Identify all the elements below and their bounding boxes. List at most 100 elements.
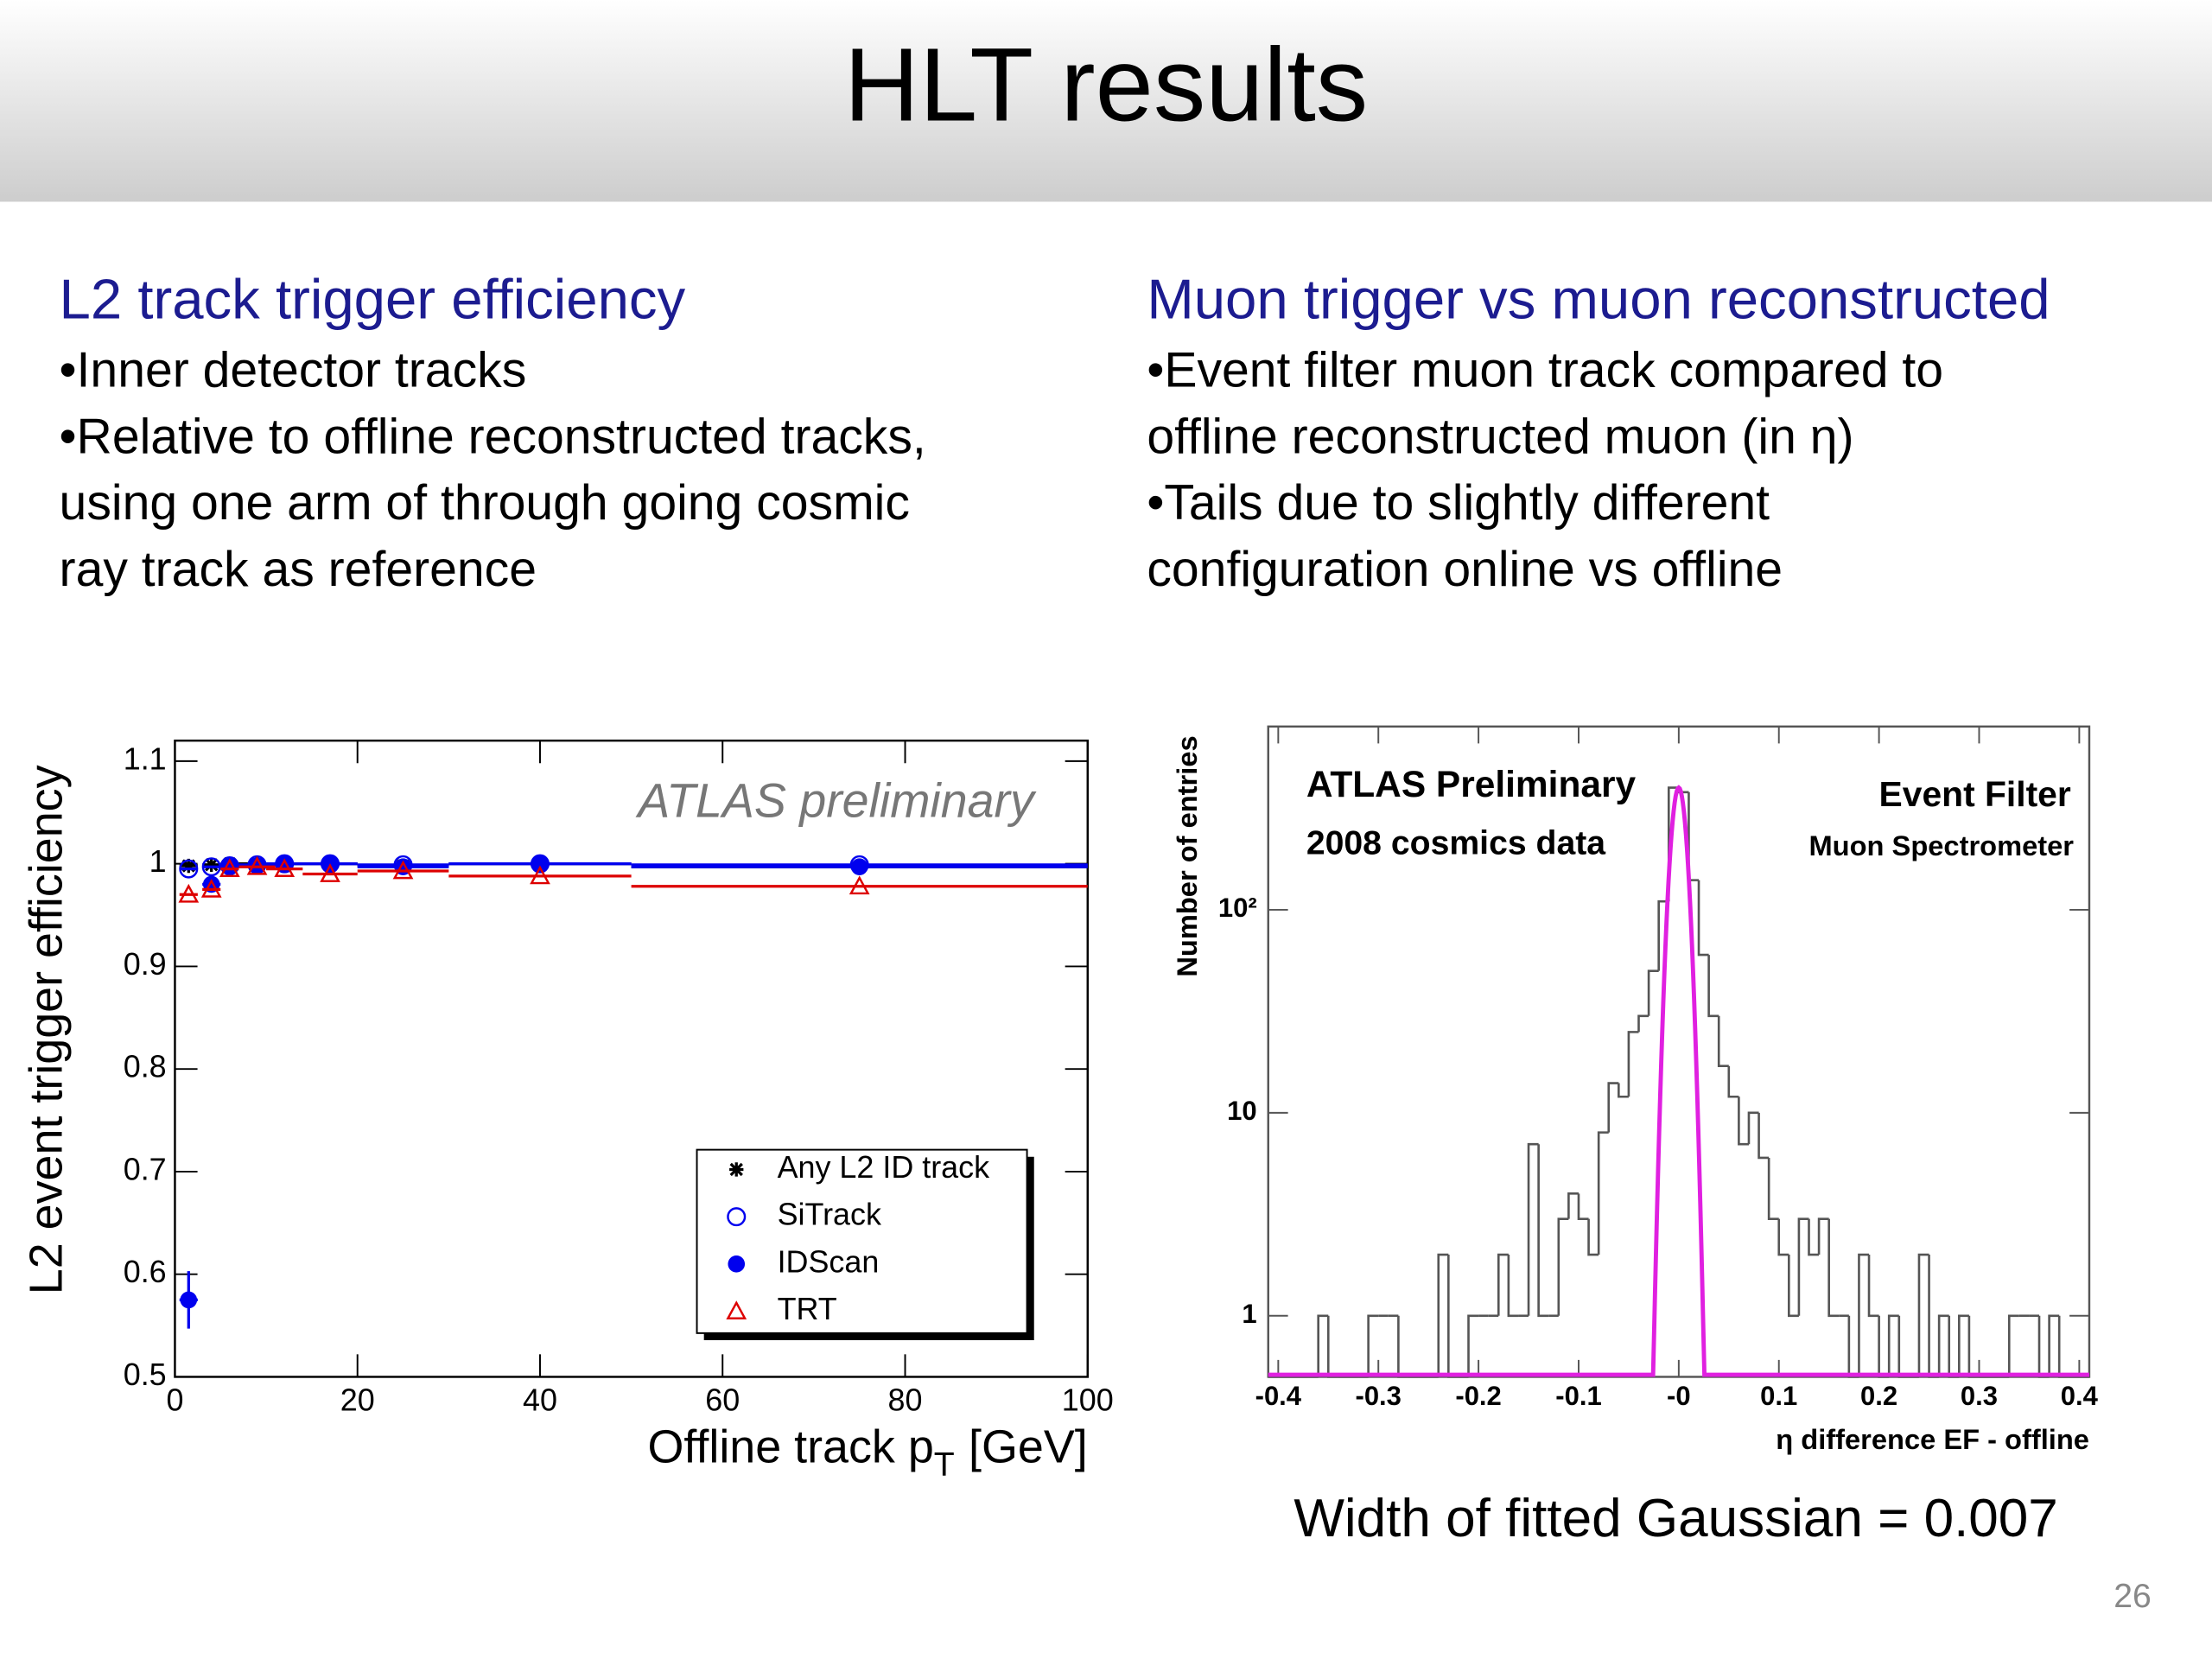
histogram-bin bbox=[1758, 1112, 1770, 1160]
legend-marker bbox=[728, 1255, 746, 1273]
x-tick-label: 40 bbox=[523, 1382, 557, 1417]
y-axis-label: Number of entries bbox=[1171, 735, 1203, 976]
histogram-bin bbox=[1467, 1314, 1479, 1377]
slide-title: HLT results bbox=[844, 27, 1368, 143]
x-axis-label-main: Offline track p bbox=[648, 1421, 934, 1473]
data-point bbox=[850, 858, 868, 876]
x-tick-label: 0.2 bbox=[1860, 1381, 1897, 1411]
body-line: ray track as reference bbox=[60, 542, 537, 597]
x-tick-label: 0.4 bbox=[2061, 1381, 2099, 1411]
fit-curve bbox=[1268, 785, 2089, 1377]
legend-label: TRT bbox=[778, 1291, 837, 1326]
y-tick-label: 10 bbox=[1227, 1096, 1256, 1126]
histogram-bin bbox=[1788, 1255, 1799, 1318]
histogram-bin bbox=[1367, 1314, 1379, 1377]
legend-box bbox=[696, 1148, 1028, 1334]
data-point bbox=[274, 858, 296, 877]
histogram-bin bbox=[1858, 1253, 1870, 1377]
caption: Width of fitted Gaussian = 0.007 bbox=[1294, 1489, 2057, 1548]
data-point bbox=[849, 875, 870, 895]
left-heading: L2 track trigger efficiency bbox=[60, 267, 686, 330]
data-point bbox=[530, 865, 550, 885]
histogram-bin bbox=[1727, 1065, 1739, 1098]
annotation: ATLAS Preliminary bbox=[1306, 764, 1637, 804]
histogram-bin bbox=[2048, 1314, 2060, 1377]
histogram-bin bbox=[1808, 1218, 1820, 1256]
data-point bbox=[179, 859, 199, 879]
histogram-bin bbox=[1607, 1082, 1619, 1133]
x-axis-label-unit: [GeV] bbox=[969, 1421, 1088, 1473]
x-tick-label: -0.2 bbox=[1455, 1381, 1501, 1411]
annotation: 2008 cosmics data bbox=[1306, 824, 1606, 861]
right-heading: Muon trigger vs muon reconstructed bbox=[1147, 267, 2050, 330]
histogram-bin bbox=[1867, 1255, 1879, 1318]
histogram-bin bbox=[1738, 1096, 1749, 1146]
histogram-bin bbox=[1587, 1218, 1599, 1256]
annotation: Muon Spectrometer bbox=[1808, 830, 2074, 861]
histogram-bin bbox=[1747, 1111, 1759, 1145]
histogram-bin bbox=[1827, 1218, 1840, 1318]
page-number: 26 bbox=[2113, 1578, 2152, 1615]
data-point bbox=[200, 878, 222, 898]
body-line: using one arm of through going cosmic bbox=[60, 475, 910, 531]
histogram-bin bbox=[1937, 1314, 1949, 1377]
x-tick-label: 0.1 bbox=[1760, 1381, 1797, 1411]
body-line: •Inner detector tracks bbox=[60, 343, 527, 398]
data-point bbox=[320, 863, 340, 882]
histogram-bin bbox=[1637, 1014, 1649, 1033]
histogram-bin bbox=[1627, 1031, 1639, 1097]
histogram-bin bbox=[1497, 1253, 1509, 1316]
histogram-bin bbox=[1317, 1314, 1329, 1377]
y-axis-label: L2 event trigger efficiency bbox=[20, 765, 72, 1294]
y-tick-label: 0.5 bbox=[124, 1357, 167, 1392]
data-point bbox=[201, 857, 221, 877]
histogram-bin bbox=[1958, 1314, 1969, 1377]
data-point bbox=[219, 858, 240, 877]
legend-label: Any L2 ID track bbox=[778, 1149, 989, 1185]
x-axis-label: Offline track pT [GeV] bbox=[648, 1421, 1088, 1484]
histogram-bin bbox=[1567, 1192, 1579, 1219]
plot-frame bbox=[174, 739, 1089, 1378]
histogram-bin bbox=[1817, 1217, 1829, 1255]
data-point bbox=[246, 855, 268, 875]
y-tick-label: 0.8 bbox=[124, 1049, 167, 1084]
x-tick-label: -0.1 bbox=[1555, 1381, 1601, 1411]
histogram-bin bbox=[1767, 1157, 1779, 1220]
legend-marker bbox=[727, 1207, 747, 1227]
legend-marker bbox=[729, 1162, 744, 1177]
body-line: offline reconstructed muon (in η) bbox=[1147, 409, 1853, 464]
data-point bbox=[181, 858, 196, 874]
y-tick-label: 1 bbox=[1242, 1299, 1256, 1329]
x-tick-label: 80 bbox=[888, 1382, 923, 1417]
data-point bbox=[180, 1291, 198, 1309]
plot-frame bbox=[1267, 725, 2091, 1378]
x-tick-label: 60 bbox=[705, 1382, 740, 1417]
histogram-bin bbox=[1887, 1314, 1899, 1377]
y-tick-label: 0.9 bbox=[124, 946, 167, 982]
body-line: •Event filter muon track compared to bbox=[1147, 343, 1943, 398]
x-tick-label: -0.3 bbox=[1355, 1381, 1401, 1411]
x-axis-label-sub: T bbox=[934, 1446, 955, 1484]
x-tick-label: 0.3 bbox=[1961, 1381, 1998, 1411]
histogram-bin bbox=[1537, 1144, 1549, 1318]
legend-marker bbox=[726, 1300, 747, 1319]
histogram-bin bbox=[1707, 955, 1719, 1018]
annotation: Event Filter bbox=[1879, 774, 2071, 814]
body-line: configuration online vs offline bbox=[1147, 542, 1783, 597]
histogram-bin bbox=[1777, 1218, 1789, 1256]
x-tick-label: 100 bbox=[1062, 1382, 1114, 1417]
header-band bbox=[0, 0, 2212, 202]
body-line: •Relative to offline reconstructed track… bbox=[60, 409, 926, 464]
histogram-bin bbox=[1917, 1253, 1929, 1377]
body-line: •Tails due to slightly different bbox=[1147, 475, 1770, 531]
data-point bbox=[392, 860, 414, 880]
histogram-bin bbox=[1647, 969, 1659, 1016]
y-tick-label: 10² bbox=[1218, 893, 1257, 923]
histogram-bin bbox=[1697, 880, 1709, 957]
x-tick-label: 20 bbox=[340, 1382, 375, 1417]
histogram-bin bbox=[1618, 1083, 1629, 1098]
annotation: ATLAS preliminary bbox=[635, 773, 1037, 827]
x-tick-label: 0 bbox=[166, 1382, 183, 1417]
